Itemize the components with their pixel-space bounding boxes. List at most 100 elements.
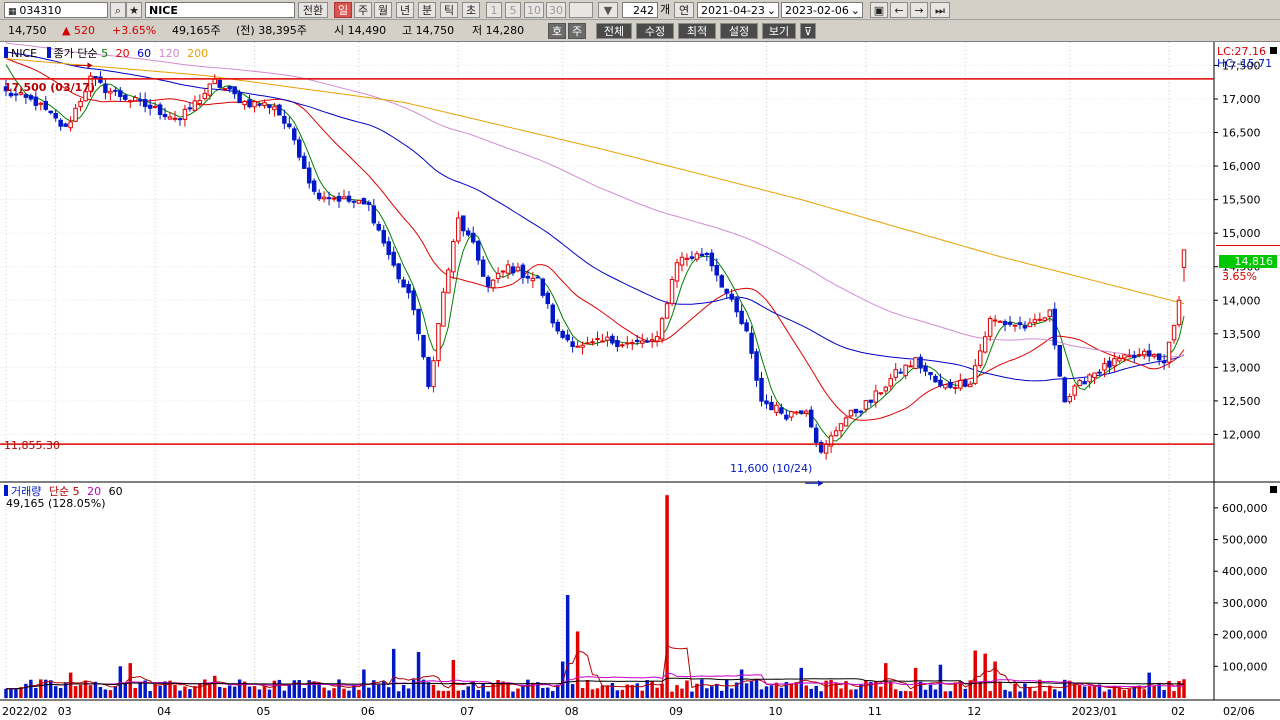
volume-bar	[754, 679, 759, 698]
candle-body	[306, 167, 312, 184]
volume-bar	[1033, 690, 1037, 698]
volume-bar	[1087, 686, 1092, 698]
all-button[interactable]: 전체	[596, 23, 632, 39]
interval-30-button[interactable]: 30	[546, 2, 566, 18]
interval-5-button[interactable]: 5	[505, 2, 521, 18]
candle-body	[1132, 354, 1137, 359]
continuous-button[interactable]: 연	[674, 2, 694, 18]
volume-bar	[24, 683, 28, 698]
stock-button[interactable]: 주	[568, 23, 586, 39]
interval-custom-button[interactable]	[569, 2, 593, 18]
candle-body	[590, 341, 595, 344]
quote-button[interactable]: 호	[548, 23, 566, 39]
scroll-end-button[interactable]: ⏭	[930, 2, 950, 18]
period-week-button[interactable]: 주	[354, 2, 372, 18]
dropdown-icon: ⊽	[803, 25, 813, 38]
candle-body	[699, 253, 705, 257]
optimize-button[interactable]: 최적	[678, 23, 716, 39]
edit-button[interactable]: 수정	[636, 23, 674, 39]
volume-bar	[650, 681, 654, 698]
volume-bar	[232, 686, 237, 698]
price-tick-label: 16,000	[1222, 160, 1261, 173]
stock-code-input[interactable]: ▦ 034310	[4, 2, 108, 18]
date-tick-label: 03	[58, 705, 72, 718]
volume-bar	[1177, 681, 1181, 698]
candle-body	[262, 102, 267, 107]
chevron-down-icon: ⌄	[766, 4, 776, 17]
candle-body	[570, 341, 575, 347]
volume-bar	[237, 679, 242, 698]
volume-bar	[406, 688, 411, 698]
settings-button[interactable]: 설정	[720, 23, 758, 39]
candle-body	[152, 106, 158, 109]
volume-bar	[546, 687, 550, 698]
panel-maximize-icon[interactable]	[1270, 47, 1277, 54]
candle-body	[301, 155, 307, 169]
candle-body	[1037, 318, 1043, 321]
candle-body	[1092, 372, 1097, 378]
candle-body	[411, 290, 416, 311]
current-price-tag: 14,816	[1219, 255, 1277, 268]
period-month-button[interactable]: 월	[374, 2, 392, 18]
candle-body	[132, 97, 138, 102]
bar-count-input[interactable]: 242	[622, 2, 658, 18]
candle-body	[977, 350, 983, 366]
volume-bar	[898, 691, 903, 698]
period-day-button[interactable]: 일	[334, 2, 352, 18]
volume-bar	[446, 690, 451, 698]
period-minute-button[interactable]: 분	[418, 2, 436, 18]
period-tick-button[interactable]: 틱	[440, 2, 458, 18]
volume-bar	[1157, 683, 1161, 698]
candle-body	[838, 423, 844, 432]
volume-tick-label: 400,000	[1222, 565, 1268, 578]
volume-bar	[396, 691, 401, 698]
volume-bar	[665, 495, 669, 698]
volume-tick-label: 600,000	[1222, 502, 1268, 515]
price-tick-label: 17,500	[1222, 59, 1261, 72]
candle-body	[530, 277, 536, 282]
candle-body	[227, 86, 232, 90]
favorite-button[interactable]: ★	[126, 2, 142, 18]
volume-bar	[272, 680, 277, 698]
candle-body	[928, 372, 933, 376]
end-date-input[interactable]: 2023-02-06 ⌄	[781, 2, 863, 18]
start-date-input[interactable]: 2021-04-23 ⌄	[697, 2, 779, 18]
volume-bar	[262, 686, 267, 698]
candle-body	[674, 262, 680, 282]
candle-body	[1077, 379, 1082, 387]
period-second-button[interactable]: 초	[462, 2, 480, 18]
volume-bar	[153, 684, 157, 698]
volume-bar	[1013, 683, 1017, 698]
candle-body	[893, 369, 898, 378]
stock-chart[interactable]: 12,00012,50013,00013,50014,00014,50015,0…	[0, 42, 1280, 720]
scroll-right-button[interactable]: →	[910, 2, 928, 18]
candle-body	[997, 320, 1003, 323]
view-button[interactable]: 보기	[762, 23, 796, 39]
interval-10-button[interactable]: 10	[524, 2, 544, 18]
volume-bar	[749, 681, 754, 698]
candle-body	[868, 399, 874, 403]
period-year-button[interactable]: 년	[396, 2, 414, 18]
volume-bar	[580, 687, 585, 698]
panel-maximize-icon[interactable]	[1270, 486, 1277, 493]
volume-bar	[486, 691, 490, 698]
volume-bar	[327, 690, 331, 698]
volume-bar	[302, 688, 306, 698]
save-button[interactable]: ▣	[870, 2, 888, 18]
volume-bar	[605, 685, 610, 698]
candle-body	[416, 308, 421, 335]
candle-body	[490, 279, 496, 289]
convert-button[interactable]: 전환	[298, 2, 328, 18]
volume-bar	[526, 679, 530, 698]
volume-bar	[391, 648, 396, 698]
scroll-left-button[interactable]: ←	[890, 2, 908, 18]
search-icon: ▦	[8, 7, 20, 17]
candle-body	[515, 266, 521, 272]
interval-1-button[interactable]: 1	[486, 2, 502, 18]
volume-bar	[1182, 679, 1186, 698]
low-annotation: 11,600 (10/24)	[730, 462, 813, 475]
tools-button[interactable]: ⊽	[800, 23, 816, 39]
download-arrow-button[interactable]: ▼	[598, 2, 618, 18]
candle-body	[1122, 354, 1127, 359]
search-button[interactable]: ⌕	[110, 2, 126, 18]
